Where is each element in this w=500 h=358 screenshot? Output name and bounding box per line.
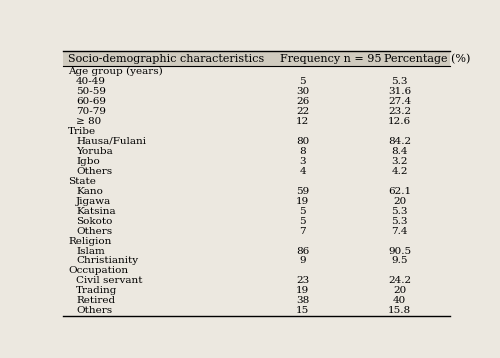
Text: Sokoto: Sokoto bbox=[76, 217, 112, 226]
Text: 86: 86 bbox=[296, 247, 310, 256]
Text: 5.3: 5.3 bbox=[392, 207, 408, 216]
Text: 38: 38 bbox=[296, 296, 310, 305]
Text: Percentage (%): Percentage (%) bbox=[384, 54, 470, 64]
Text: 50-59: 50-59 bbox=[76, 87, 106, 96]
Text: 80: 80 bbox=[296, 137, 310, 146]
Text: 19: 19 bbox=[296, 286, 310, 295]
Text: 40-49: 40-49 bbox=[76, 77, 106, 86]
Text: Katsina: Katsina bbox=[76, 207, 116, 216]
Text: Christianity: Christianity bbox=[76, 256, 138, 266]
Text: 4: 4 bbox=[300, 167, 306, 176]
Text: 84.2: 84.2 bbox=[388, 137, 411, 146]
Text: 12.6: 12.6 bbox=[388, 117, 411, 126]
Text: 3.2: 3.2 bbox=[392, 157, 408, 166]
Text: Jigawa: Jigawa bbox=[76, 197, 112, 205]
Text: Yoruba: Yoruba bbox=[76, 147, 113, 156]
Bar bbox=[62, 51, 450, 66]
Text: 27.4: 27.4 bbox=[388, 97, 411, 106]
Text: 7: 7 bbox=[300, 227, 306, 236]
Text: 40: 40 bbox=[393, 296, 406, 305]
Text: Others: Others bbox=[76, 227, 112, 236]
Text: 5.3: 5.3 bbox=[392, 77, 408, 86]
Text: Trading: Trading bbox=[76, 286, 118, 295]
Text: State: State bbox=[68, 176, 96, 186]
Text: 30: 30 bbox=[296, 87, 310, 96]
Text: Socio-demographic characteristics: Socio-demographic characteristics bbox=[68, 54, 264, 64]
Text: 22: 22 bbox=[296, 107, 310, 116]
Text: 5: 5 bbox=[300, 207, 306, 216]
Text: 3: 3 bbox=[300, 157, 306, 166]
Text: Others: Others bbox=[76, 167, 112, 176]
Text: Hausa/Fulani: Hausa/Fulani bbox=[76, 137, 146, 146]
Text: 31.6: 31.6 bbox=[388, 87, 411, 96]
Text: 5: 5 bbox=[300, 217, 306, 226]
Text: Religion: Religion bbox=[68, 237, 112, 246]
Text: 20: 20 bbox=[393, 197, 406, 205]
Text: 19: 19 bbox=[296, 197, 310, 205]
Text: Tribe: Tribe bbox=[68, 127, 96, 136]
Text: Kano: Kano bbox=[76, 187, 103, 195]
Text: 62.1: 62.1 bbox=[388, 187, 411, 195]
Text: 7.4: 7.4 bbox=[392, 227, 408, 236]
Text: 5: 5 bbox=[300, 77, 306, 86]
Text: 9.5: 9.5 bbox=[392, 256, 408, 266]
Text: 59: 59 bbox=[296, 187, 310, 195]
Text: Retired: Retired bbox=[76, 296, 115, 305]
Text: 12: 12 bbox=[296, 117, 310, 126]
Text: Igbo: Igbo bbox=[76, 157, 100, 166]
Text: Frequency n = 95: Frequency n = 95 bbox=[280, 54, 381, 64]
Text: 20: 20 bbox=[393, 286, 406, 295]
Text: 23.2: 23.2 bbox=[388, 107, 411, 116]
Text: 60-69: 60-69 bbox=[76, 97, 106, 106]
Text: 8.4: 8.4 bbox=[392, 147, 408, 156]
Text: 70-79: 70-79 bbox=[76, 107, 106, 116]
Text: 26: 26 bbox=[296, 97, 310, 106]
Text: 15.8: 15.8 bbox=[388, 306, 411, 315]
Text: ≥ 80: ≥ 80 bbox=[76, 117, 102, 126]
Text: 9: 9 bbox=[300, 256, 306, 266]
Text: Civil servant: Civil servant bbox=[76, 276, 142, 285]
Text: 24.2: 24.2 bbox=[388, 276, 411, 285]
Text: 8: 8 bbox=[300, 147, 306, 156]
Text: 15: 15 bbox=[296, 306, 310, 315]
Text: Age group (years): Age group (years) bbox=[68, 67, 163, 76]
Text: Others: Others bbox=[76, 306, 112, 315]
Text: Occupation: Occupation bbox=[68, 266, 128, 275]
Text: 4.2: 4.2 bbox=[392, 167, 408, 176]
Text: Islam: Islam bbox=[76, 247, 105, 256]
Text: 5.3: 5.3 bbox=[392, 217, 408, 226]
Text: 90.5: 90.5 bbox=[388, 247, 411, 256]
Text: 23: 23 bbox=[296, 276, 310, 285]
